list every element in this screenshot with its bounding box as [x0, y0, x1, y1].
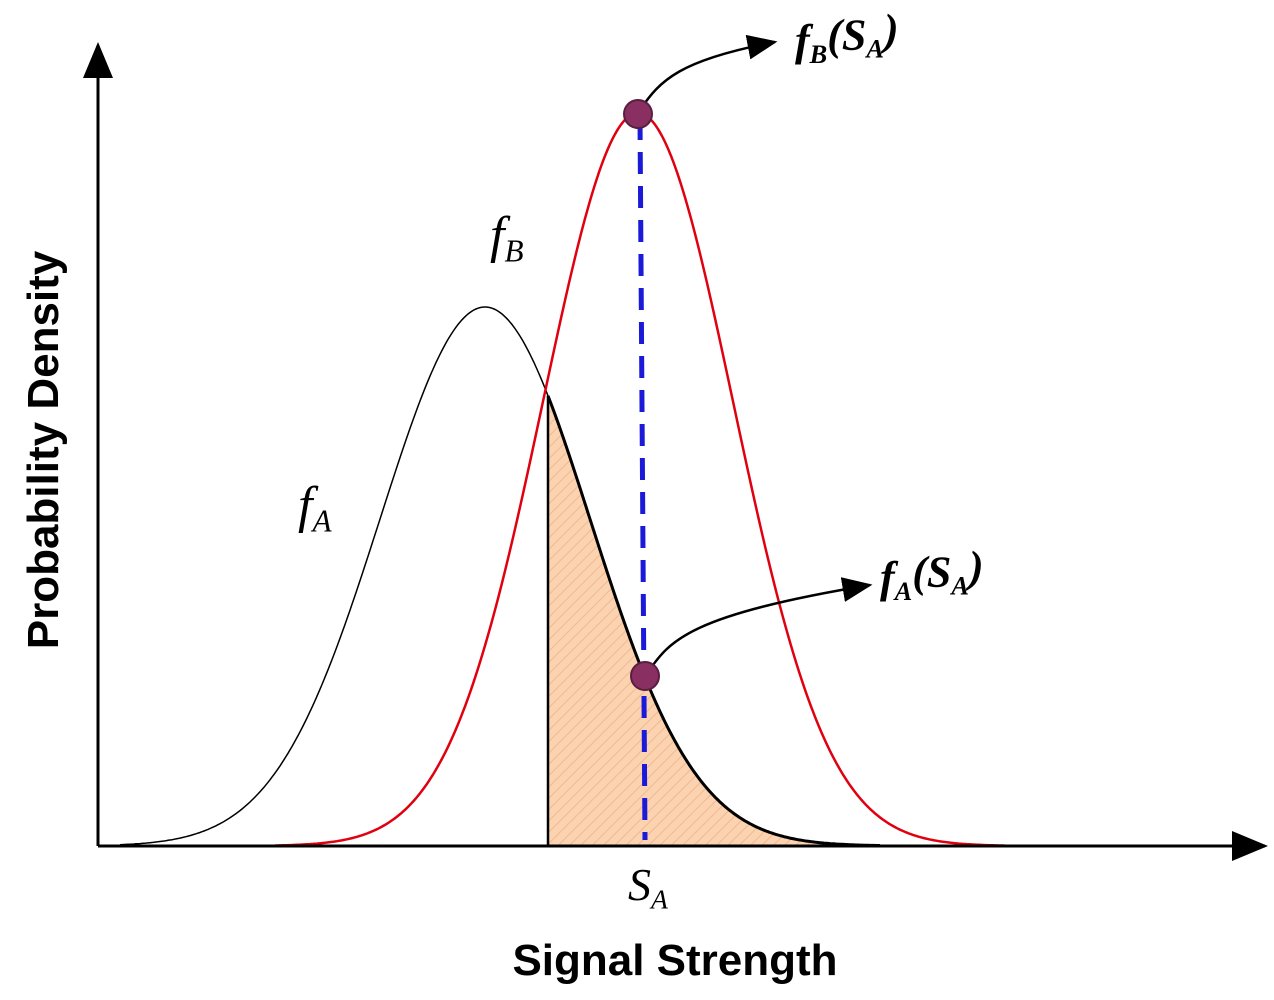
shaded-area — [548, 395, 880, 846]
shapes — [119, 34, 1006, 847]
callout-arrow — [638, 34, 778, 111]
label-part: f — [880, 553, 899, 602]
curve-label: fA — [298, 477, 332, 538]
curve-a-tail — [546, 395, 880, 847]
subscript: A — [949, 571, 969, 601]
subscript: B — [504, 233, 523, 268]
label-part: S — [628, 859, 651, 910]
point — [623, 99, 653, 129]
label-part: f — [795, 16, 814, 65]
callout-label: fA(SA) — [880, 542, 984, 605]
subscript: A — [893, 576, 913, 606]
point — [630, 661, 660, 691]
curve-a — [119, 306, 549, 846]
subscript: A — [864, 34, 884, 64]
label-part: ) — [965, 542, 984, 591]
curve-label: fB — [490, 207, 524, 268]
subscript: A — [310, 503, 332, 538]
label-part: ) — [880, 5, 899, 54]
label-part: (S — [912, 548, 951, 597]
threshold-label: SA — [628, 859, 668, 914]
label-part: (S — [827, 11, 866, 60]
dashed-line — [637, 117, 648, 841]
y-axis-label: Probability Density — [19, 250, 68, 649]
subscript: B — [809, 39, 828, 69]
callout-label: fB(SA) — [795, 5, 899, 68]
subscript: A — [649, 883, 668, 914]
callout-arrow — [646, 577, 873, 673]
x-axis-label: Signal Strength — [512, 936, 837, 985]
